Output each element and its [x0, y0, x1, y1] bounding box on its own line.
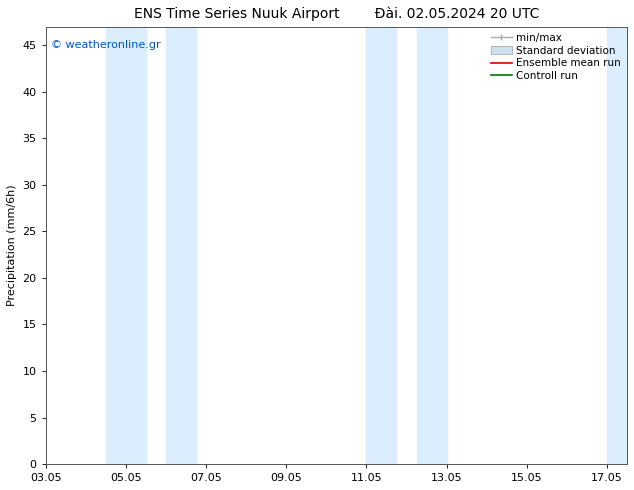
Bar: [607, 27, 629, 464]
Bar: [366, 27, 396, 464]
Text: © weatheronline.gr: © weatheronline.gr: [51, 40, 161, 50]
Legend: min/max, Standard deviation, Ensemble mean run, Controll run: min/max, Standard deviation, Ensemble me…: [488, 30, 624, 84]
Bar: [106, 27, 146, 464]
Bar: [417, 27, 446, 464]
Y-axis label: Precipitation (mm/6h): Precipitation (mm/6h): [7, 185, 17, 306]
Bar: [166, 27, 196, 464]
Title: ENS Time Series Nuuk Airport        Đài. 02.05.2024 20 UTC: ENS Time Series Nuuk Airport Đài. 02.05.…: [134, 7, 539, 22]
